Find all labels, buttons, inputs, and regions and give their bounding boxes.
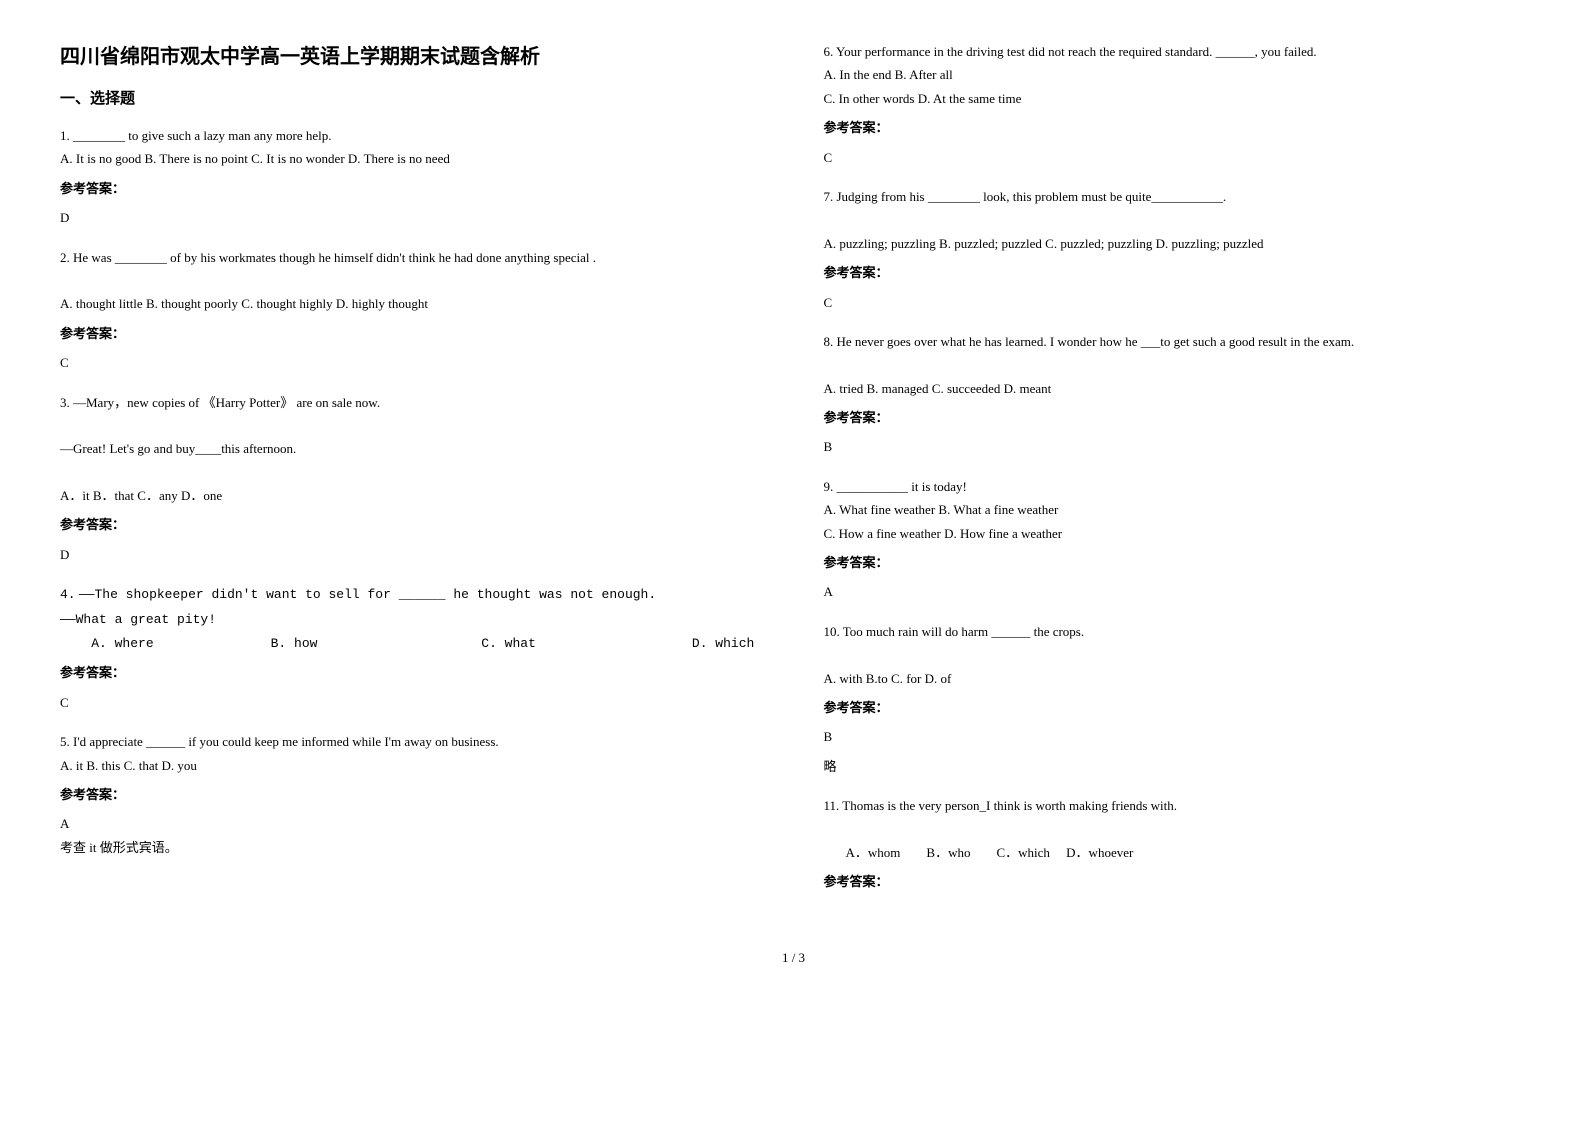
answer-value: D — [60, 206, 764, 229]
question-text: I'd appreciate ______ if you could keep … — [73, 734, 499, 749]
question-11: 11. Thomas is the very person_I think is… — [824, 794, 1528, 894]
question-text: He never goes over what he has learned. … — [837, 334, 1355, 349]
answer-value: B — [824, 435, 1528, 458]
question-2: 2. He was ________ of by his workmates t… — [60, 246, 764, 375]
answer-value: A — [824, 580, 1528, 603]
answer-value: C — [824, 146, 1528, 169]
question-4: 4. ——The shopkeeper didn't want to sell … — [60, 582, 764, 714]
answer-label: 参考答案： — [60, 661, 764, 684]
question-text: ___________ it is today! — [837, 479, 967, 494]
question-text: Judging from his ________ look, this pro… — [837, 189, 1227, 204]
question-3: 3. —Mary，new copies of 《Harry Potter》 ar… — [60, 391, 764, 567]
question-options: A. What fine weather B. What a fine weat… — [824, 502, 1059, 517]
question-text-line2: —Great! Let's go and buy____this afterno… — [60, 441, 296, 456]
question-number: 3. — [60, 395, 70, 410]
question-number: 1. — [60, 128, 70, 143]
question-number: 2. — [60, 250, 70, 265]
question-10: 10. Too much rain will do harm ______ th… — [824, 620, 1528, 778]
question-9: 9. ___________ it is today! A. What fine… — [824, 475, 1528, 604]
answer-label: 参考答案： — [824, 696, 1528, 719]
question-options: A. where B. how C. what D. which — [60, 636, 754, 651]
question-options-line2: C. In other words D. At the same time — [824, 91, 1022, 106]
question-6: 6. Your performance in the driving test … — [824, 40, 1528, 169]
question-options: A. puzzling; puzzling B. puzzled; puzzle… — [824, 236, 1264, 251]
question-8: 8. He never goes over what he has learne… — [824, 330, 1528, 459]
section-title: 一、选择题 — [60, 87, 764, 108]
question-text: Your performance in the driving test did… — [836, 44, 1317, 59]
right-column: 6. Your performance in the driving test … — [824, 40, 1528, 910]
question-number: 5. — [60, 734, 70, 749]
answer-label: 参考答案： — [60, 322, 764, 345]
question-options: A．whom B．who C．which D．whoever — [824, 845, 1134, 860]
page-number: 1 / 3 — [60, 950, 1527, 966]
answer-note: 略 — [824, 755, 1528, 778]
answer-label: 参考答案： — [824, 116, 1528, 139]
question-options: A. thought little B. thought poorly C. t… — [60, 296, 428, 311]
question-number: 7. — [824, 189, 834, 204]
answer-value: C — [824, 291, 1528, 314]
question-1: 1. ________ to give such a lazy man any … — [60, 124, 764, 230]
answer-label: 参考答案： — [60, 177, 764, 200]
question-7: 7. Judging from his ________ look, this … — [824, 185, 1528, 314]
answer-value: D — [60, 543, 764, 566]
question-options: A. it B. this C. that D. you — [60, 758, 197, 773]
question-options: A. tried B. managed C. succeeded D. mean… — [824, 381, 1052, 396]
page-container: 四川省绵阳市观太中学高一英语上学期期末试题含解析 一、选择题 1. ______… — [60, 40, 1527, 910]
question-text: He was ________ of by his workmates thou… — [73, 250, 596, 265]
question-number: 8. — [824, 334, 834, 349]
answer-label: 参考答案： — [824, 406, 1528, 429]
document-title: 四川省绵阳市观太中学高一英语上学期期末试题含解析 — [60, 40, 764, 69]
question-text: —Mary，new copies of 《Harry Potter》 are o… — [73, 395, 380, 410]
answer-label: 参考答案： — [60, 783, 764, 806]
answer-value: C — [60, 691, 764, 714]
question-number: 11. — [824, 798, 840, 813]
answer-label: 参考答案： — [824, 261, 1528, 284]
question-options-line2: C. How a fine weather D. How fine a weat… — [824, 526, 1063, 541]
question-text: ——The shopkeeper didn't want to sell for… — [79, 587, 656, 602]
answer-value: C — [60, 351, 764, 374]
question-text-line2: ——What a great pity! — [60, 612, 216, 627]
question-number: 4. — [60, 587, 76, 602]
answer-label: 参考答案： — [824, 551, 1528, 574]
question-options: A. In the end B. After all — [824, 67, 953, 82]
question-number: 9. — [824, 479, 834, 494]
question-text: Too much rain will do harm ______ the cr… — [843, 624, 1084, 639]
question-options: A. with B.to C. for D. of — [824, 671, 952, 686]
question-text: Thomas is the very person_I think is wor… — [842, 798, 1177, 813]
question-number: 6. — [824, 44, 834, 59]
answer-value: B — [824, 725, 1528, 748]
answer-label: 参考答案： — [60, 513, 764, 536]
answer-value: A — [60, 812, 764, 835]
question-text: ________ to give such a lazy man any mor… — [73, 128, 332, 143]
answer-label: 参考答案： — [824, 870, 1528, 893]
answer-note: 考查 it 做形式宾语。 — [60, 836, 764, 859]
question-options: A．it B．that C．any D．one — [60, 488, 222, 503]
question-number: 10. — [824, 624, 840, 639]
question-5: 5. I'd appreciate ______ if you could ke… — [60, 730, 764, 859]
question-options: A. It is no good B. There is no point C.… — [60, 151, 450, 166]
left-column: 四川省绵阳市观太中学高一英语上学期期末试题含解析 一、选择题 1. ______… — [60, 40, 764, 910]
